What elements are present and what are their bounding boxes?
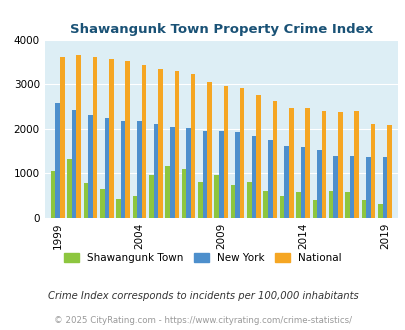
Bar: [321, 111, 326, 218]
Bar: [116, 199, 121, 218]
Bar: [316, 149, 321, 218]
Bar: [312, 200, 316, 218]
Bar: [174, 71, 179, 218]
Bar: [333, 156, 337, 218]
Bar: [92, 56, 97, 218]
Bar: [239, 88, 244, 218]
Bar: [218, 131, 223, 218]
Bar: [386, 125, 391, 218]
Bar: [305, 108, 309, 218]
Title: Shawangunk Town Property Crime Index: Shawangunk Town Property Crime Index: [70, 23, 372, 36]
Text: Crime Index corresponds to incidents per 100,000 inhabitants: Crime Index corresponds to incidents per…: [47, 291, 358, 301]
Bar: [230, 185, 235, 218]
Bar: [67, 159, 72, 218]
Bar: [60, 56, 64, 218]
Bar: [295, 192, 300, 218]
Bar: [361, 200, 365, 218]
Text: © 2025 CityRating.com - https://www.cityrating.com/crime-statistics/: © 2025 CityRating.com - https://www.city…: [54, 316, 351, 325]
Bar: [354, 111, 358, 218]
Bar: [284, 146, 288, 218]
Bar: [198, 182, 202, 218]
Bar: [132, 196, 137, 218]
Bar: [256, 95, 260, 218]
Bar: [181, 169, 186, 218]
Bar: [153, 124, 158, 218]
Bar: [55, 103, 60, 218]
Bar: [149, 176, 153, 218]
Bar: [267, 140, 272, 218]
Bar: [377, 205, 382, 218]
Bar: [263, 191, 267, 218]
Bar: [328, 191, 333, 218]
Bar: [337, 112, 342, 218]
Bar: [76, 55, 81, 218]
Bar: [349, 156, 354, 218]
Bar: [83, 183, 88, 218]
Bar: [272, 101, 277, 218]
Bar: [382, 157, 386, 218]
Bar: [137, 121, 141, 218]
Bar: [365, 157, 370, 218]
Bar: [104, 118, 109, 218]
Bar: [88, 115, 92, 218]
Bar: [279, 196, 283, 218]
Bar: [344, 192, 349, 218]
Bar: [300, 147, 305, 218]
Bar: [125, 61, 130, 218]
Bar: [247, 182, 251, 218]
Bar: [370, 124, 374, 218]
Bar: [51, 171, 55, 218]
Legend: Shawangunk Town, New York, National: Shawangunk Town, New York, National: [60, 249, 345, 267]
Bar: [121, 121, 125, 218]
Bar: [235, 132, 239, 218]
Bar: [158, 69, 162, 218]
Bar: [207, 82, 211, 218]
Bar: [100, 189, 104, 218]
Bar: [223, 86, 228, 218]
Bar: [170, 127, 174, 218]
Bar: [141, 65, 146, 218]
Bar: [202, 131, 207, 218]
Bar: [165, 166, 170, 218]
Bar: [72, 110, 76, 218]
Bar: [251, 136, 256, 218]
Bar: [214, 175, 218, 218]
Bar: [109, 59, 113, 218]
Bar: [190, 74, 195, 218]
Bar: [288, 108, 293, 218]
Bar: [186, 128, 190, 218]
